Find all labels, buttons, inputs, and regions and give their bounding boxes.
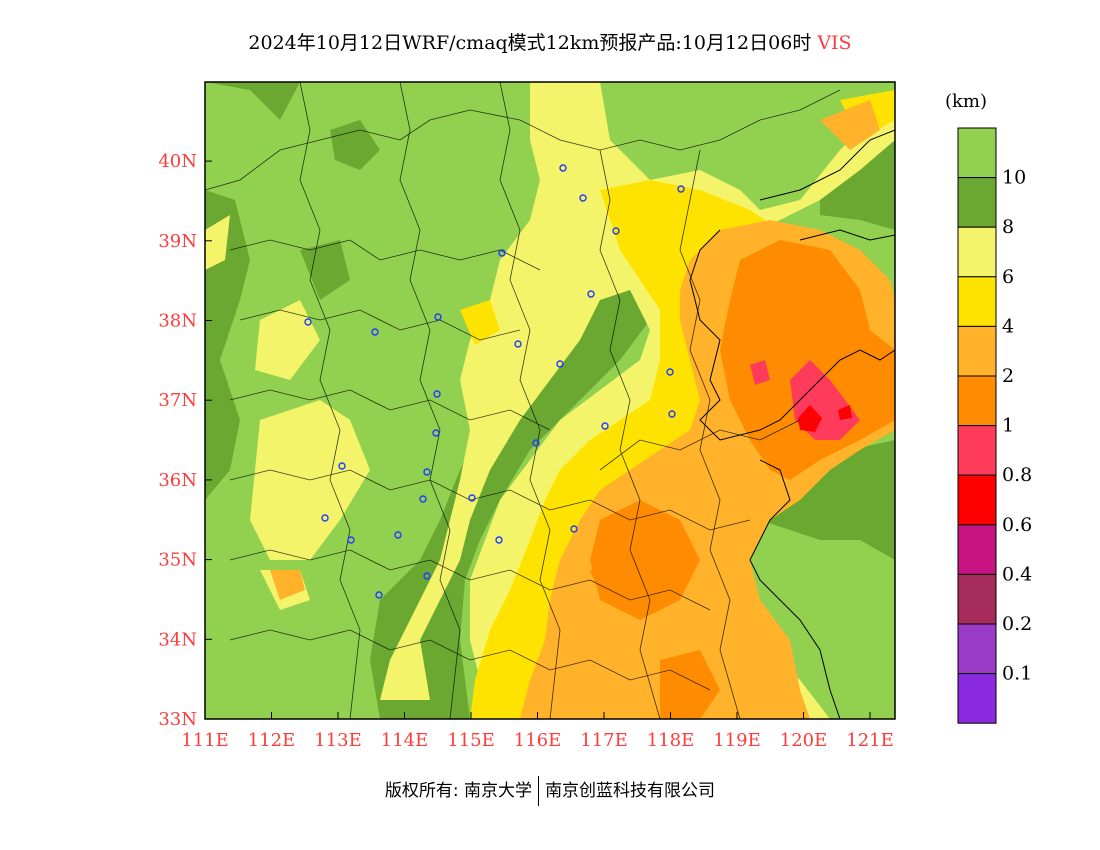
- admin-boundaries: [205, 82, 841, 719]
- colorbar-label: 1: [1002, 415, 1014, 437]
- colorbar-label: 0.8: [1002, 464, 1032, 486]
- y-tick-label: 34N: [158, 629, 197, 650]
- x-tick-label: 112E: [248, 730, 296, 751]
- colorbar-label: 0.4: [1002, 563, 1032, 585]
- copyright-left: 版权所有: 南京大学: [384, 781, 533, 801]
- city-marker: [556, 360, 564, 368]
- x-tick-label: 113E: [314, 730, 362, 751]
- city-marker: [532, 439, 540, 447]
- city-marker: [433, 390, 441, 398]
- city-marker: [423, 468, 431, 476]
- visibility-field: [205, 82, 895, 719]
- colorbar-label: 0.2: [1002, 613, 1032, 635]
- x-tick-label: 121E: [846, 730, 894, 751]
- city-marker: [371, 328, 379, 336]
- colorbar-label: 2: [1002, 365, 1014, 387]
- x-tick-label: 119E: [713, 730, 761, 751]
- map-title: 2024年10月12日WRF/cmaq模式12km预报产品:10月12日06时 V…: [0, 28, 1100, 55]
- x-axis: 111E 112E 113E 114E 115E 116E 117E 118E 119E 120E…: [181, 712, 894, 751]
- colorbar-unit: (km): [945, 91, 987, 112]
- title-main: 2024年10月12日WRF/cmaq模式12km预报产品:10月12日06时: [248, 32, 812, 54]
- x-tick-label: 120E: [780, 730, 828, 751]
- colorbar-label: 4: [1002, 315, 1014, 337]
- colorbar-swatch: [957, 524, 997, 575]
- city-marker: [419, 495, 427, 503]
- y-tick-label: 37N: [158, 390, 197, 411]
- colorbar-swatch: [957, 623, 997, 675]
- city-marker: [432, 429, 440, 437]
- colorbar-swatch: [957, 177, 997, 228]
- colorbar-swatch: [957, 127, 997, 179]
- colorbar-label: 0.6: [1002, 514, 1032, 536]
- city-marker: [423, 572, 431, 580]
- copyright-footer: 版权所有: 南京大学 南京创蓝科技有限公司: [0, 776, 1100, 806]
- title-variable: VIS: [817, 32, 852, 54]
- colorbar-swatch: [957, 425, 997, 476]
- city-marker: [559, 164, 567, 172]
- city-marker: [338, 462, 346, 470]
- city-marker: [304, 318, 312, 326]
- colorbar-swatch: [957, 325, 997, 377]
- x-tick-label: 116E: [514, 730, 562, 751]
- colorbar-swatch: [957, 226, 997, 278]
- city-marker: [587, 290, 595, 298]
- x-tick-label: 117E: [580, 730, 628, 751]
- city-marker: [468, 494, 476, 502]
- colorbar: 10 8 6 4 2 1 0.8 0.6 0.4 0.2 0.1: [957, 127, 1032, 724]
- colorbar-swatch: [957, 673, 997, 724]
- city-marker: [375, 591, 383, 599]
- copyright-right: 南京创蓝科技有限公司: [545, 781, 716, 801]
- colorbar-swatch: [957, 573, 997, 625]
- city-marker: [579, 194, 587, 202]
- colorbar-label: 10: [1002, 167, 1026, 189]
- colorbar-label: 0.1: [1002, 663, 1032, 685]
- y-tick-label: 36N: [158, 470, 197, 491]
- colorbar-label: 8: [1002, 216, 1014, 238]
- city-marker: [668, 410, 676, 418]
- city-marker: [321, 514, 329, 522]
- y-axis: 33N 34N 35N 36N 37N 38N 39N 40N: [158, 151, 212, 730]
- city-marker: [570, 525, 578, 533]
- x-tick-label: 111E: [181, 730, 229, 751]
- x-tick-label: 118E: [647, 730, 695, 751]
- city-marker: [434, 313, 442, 321]
- city-marker: [498, 249, 506, 257]
- city-marker: [514, 340, 522, 348]
- x-tick-label: 115E: [447, 730, 495, 751]
- colorbar-swatch: [957, 375, 997, 427]
- y-tick-label: 38N: [158, 311, 197, 332]
- coastline: [689, 129, 895, 719]
- city-marker: [394, 531, 402, 539]
- copyright-separator: [538, 776, 540, 806]
- city-marker: [666, 368, 674, 376]
- colorbar-swatch: [957, 474, 997, 526]
- city-marker: [347, 536, 355, 544]
- city-marker: [495, 536, 503, 544]
- colorbar-swatch: [957, 276, 997, 327]
- y-tick-label: 33N: [158, 709, 197, 730]
- city-markers: [304, 164, 685, 599]
- x-tick-label: 114E: [381, 730, 429, 751]
- colorbar-label: 6: [1002, 266, 1014, 288]
- city-marker: [677, 185, 685, 193]
- y-tick-label: 40N: [158, 151, 197, 172]
- city-marker: [612, 227, 620, 235]
- city-marker: [601, 422, 609, 430]
- y-tick-label: 35N: [158, 550, 197, 571]
- y-tick-label: 39N: [158, 231, 197, 252]
